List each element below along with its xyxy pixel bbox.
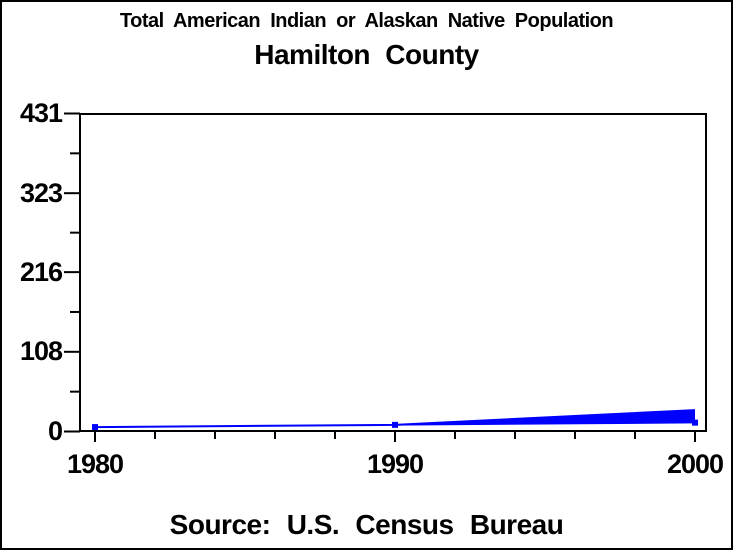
x-tick-label: 2000 — [666, 449, 724, 479]
y-tick-label: 216 — [19, 256, 63, 287]
y-tick-label: 0 — [47, 416, 63, 446]
plot-frame — [79, 113, 707, 432]
x-tick-label: 1990 — [366, 449, 424, 479]
chart-title: Total American Indian or Alaskan Native … — [119, 10, 614, 32]
data-point-marker — [92, 424, 98, 431]
source-caption: Source: U.S. Census Bureau — [169, 509, 564, 540]
y-tick-label: 323 — [19, 177, 63, 208]
chart-subtitle: Hamilton County — [254, 39, 479, 70]
x-tick-label: 1980 — [66, 449, 124, 479]
data-point-marker — [392, 421, 398, 428]
data-point-marker — [692, 419, 698, 426]
y-tick-label: 108 — [19, 336, 63, 367]
y-tick-label: 431 — [19, 98, 63, 128]
series-line-population-lower — [394, 421, 696, 426]
